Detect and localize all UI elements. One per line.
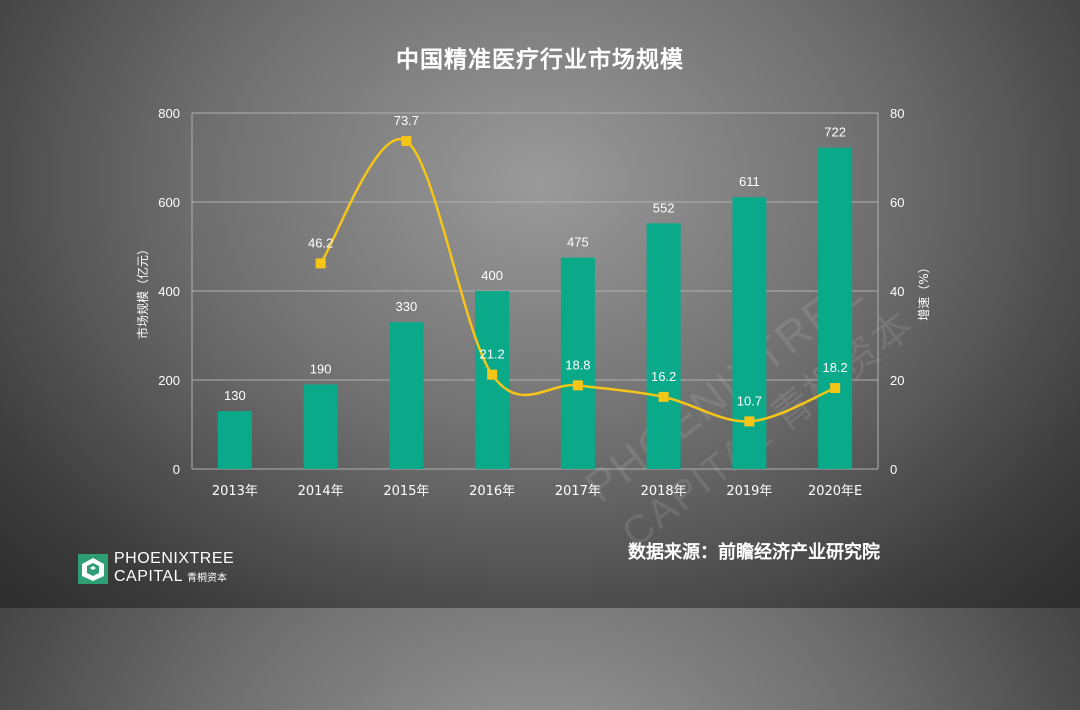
growth-point xyxy=(315,258,326,269)
bar xyxy=(732,197,767,470)
bar-value-label: 611 xyxy=(739,174,760,189)
x-tick: 2018年 xyxy=(641,484,687,499)
y-tick-right: 60 xyxy=(890,195,904,210)
bar xyxy=(303,384,338,469)
bar-value-label: 552 xyxy=(653,200,675,215)
y-tick-left: 800 xyxy=(158,106,180,121)
y-tick-right: 20 xyxy=(890,373,904,388)
bar xyxy=(475,291,510,469)
axis-ticks: 0 200 400 600 800 0 20 40 60 80 2013年 2014年 2015年 201… xyxy=(158,106,904,499)
bar-value-label: 130 xyxy=(224,388,246,403)
bar-value-label: 400 xyxy=(481,268,503,283)
x-tick: 2017年 xyxy=(555,484,601,499)
growth-point xyxy=(744,416,755,427)
growth-point xyxy=(830,383,841,394)
y-tick-right: 0 xyxy=(890,462,897,477)
y-tick-right: 40 xyxy=(890,284,904,299)
y-tick-left: 0 xyxy=(173,462,180,477)
axis-labels: 市场规模（亿元） 增速（%） xyxy=(135,243,931,339)
growth-value-label: 73.7 xyxy=(394,113,419,128)
y-tick-right: 80 xyxy=(890,106,904,121)
growth-value-label: 10.7 xyxy=(737,393,762,408)
logo-cn: 青桐资本 xyxy=(187,573,227,584)
y-tick-left: 400 xyxy=(158,284,180,299)
x-tick: 2019年 xyxy=(726,484,772,499)
growth-point xyxy=(658,391,669,402)
bar xyxy=(646,223,681,469)
y-axis-label-left: 市场规模（亿元） xyxy=(135,243,150,339)
phoenixtree-logo-icon xyxy=(78,553,108,584)
bar xyxy=(818,147,853,469)
bar-value-label: 190 xyxy=(310,361,332,376)
logo: PHOENIXTREE CAPITAL 青桐资本 xyxy=(78,550,234,587)
growth-value-label: 18.2 xyxy=(822,360,847,375)
y-tick-left: 600 xyxy=(158,195,180,210)
growth-line-path xyxy=(319,137,836,423)
logo-line2: CAPITAL xyxy=(114,568,183,585)
growth-point xyxy=(487,369,498,380)
data-source: 数据来源：前瞻经济产业研究院 xyxy=(628,542,880,563)
bar xyxy=(389,322,424,469)
x-tick: 2020年E xyxy=(808,484,862,499)
bar xyxy=(560,257,595,469)
x-tick: 2014年 xyxy=(298,484,344,499)
growth-value-label: 21.2 xyxy=(479,347,504,362)
logo-line1: PHOENIXTREE xyxy=(114,550,235,567)
growth-point xyxy=(572,380,583,391)
bar-value-label: 330 xyxy=(396,299,418,314)
y-axis-label-right: 增速（%） xyxy=(917,261,931,320)
bar-value-label: 475 xyxy=(567,235,589,250)
logo-text: PHOENIXTREE CAPITAL 青桐资本 xyxy=(114,550,234,587)
chart-title: 中国精准医疗行业市场规模 xyxy=(396,47,684,73)
x-tick: 2013年 xyxy=(212,484,258,499)
bars: 130 190 330 400 475 552 611 722 xyxy=(217,125,853,470)
growth-value-label: 18.8 xyxy=(565,357,590,372)
y-tick-left: 200 xyxy=(158,373,180,388)
growth-line: 46.2 73.7 21.2 18.8 16.2 10.7 18.2 xyxy=(308,113,848,427)
x-tick: 2016年 xyxy=(469,484,515,499)
bar xyxy=(217,411,252,469)
bar-value-label: 722 xyxy=(824,125,846,140)
growth-value-label: 16.2 xyxy=(651,369,676,384)
x-tick: 2015年 xyxy=(383,484,429,499)
growth-point xyxy=(401,136,412,147)
growth-value-label: 46.2 xyxy=(308,235,333,250)
